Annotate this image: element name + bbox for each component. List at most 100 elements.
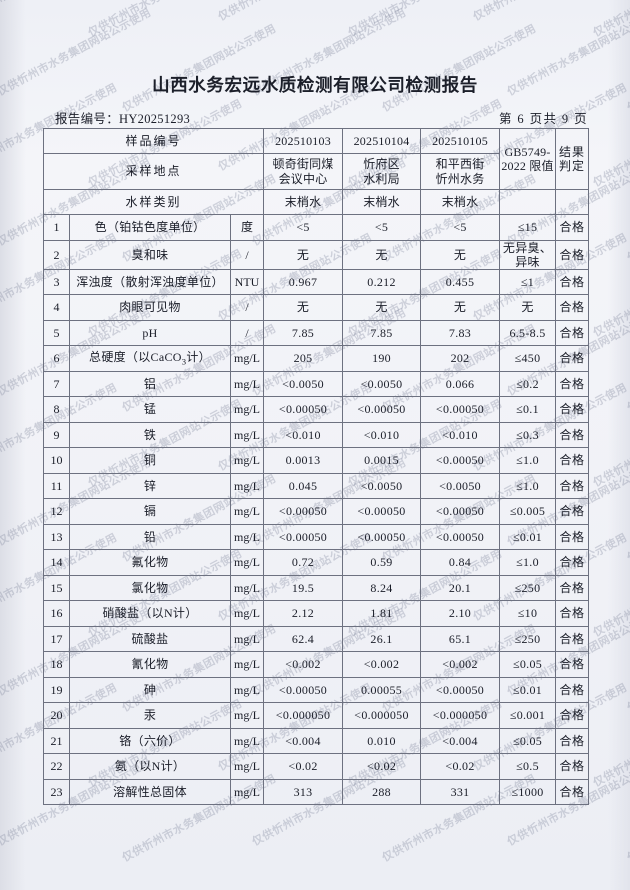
row-value-1: 2.12 [263,600,344,627]
row-unit: mg/L [229,702,265,729]
row-value-3: 无 [420,294,501,321]
row-value-1: <0.000050 [263,702,344,729]
row-limit: ≤0.01 [499,523,557,551]
row-index: 8 [43,396,70,423]
row-index: 18 [43,651,70,678]
row-value-3: 7.83 [420,319,501,347]
header-judge-line1: 结果 [559,144,586,159]
table-row: 16 硝酸盐（以N计） mg/L 2.12 1.81 2.10 ≤10 合格 [43,600,590,627]
row-unit: mg/L [229,370,265,398]
row-index: 15 [43,574,70,602]
row-unit: / [229,239,265,270]
row-value-3: <0.004 [420,727,501,755]
row-value-2: <0.02 [342,753,422,780]
watermark-text: 仅供忻州市水务集团网站公示使用 [120,22,279,115]
row-value-3: 无 [420,239,501,270]
row-index: 23 [43,778,70,806]
row-item-name: 溶解性总固体 [69,778,231,806]
site-1-line2: 会议中心 [278,171,328,186]
row-index: 11 [43,472,70,500]
row-value-2: 0.010 [342,727,422,755]
row-value-1: <0.00050 [263,396,344,423]
row-limit: ≤1000 [499,778,557,806]
row-unit: mg/L [229,753,265,780]
row-value-2: 无 [342,239,422,270]
row-unit: mg/L [229,574,265,602]
row-unit: mg/L [229,498,265,525]
row-limit: ≤0.05 [499,651,557,678]
row-value-3: <0.02 [420,753,501,780]
row-unit: / [229,319,265,347]
watermark-text: 仅供忻州市水务集团网站公示使用 [591,697,630,790]
row-item-name: 色（铂钴色度单位） [69,214,231,241]
row-value-1: 62.4 [263,625,344,653]
row-judgement: 合格 [555,549,590,576]
row-judgement: 合格 [555,676,590,704]
row-unit: / [229,294,265,321]
row-value-1: 0.045 [263,472,344,500]
row-judgement: 合格 [555,319,590,347]
watermark-text: 仅供忻州市水务集团网站公示使用 [591,247,630,340]
row-limit: ≤1.0 [499,549,557,576]
header-row-sample-no: 样品编号 202510103 202510104 202510105 GB574… [42,128,590,190]
row-value-2: 无 [342,294,422,321]
row-judgement: 合格 [555,727,590,755]
row-limit: ≤1 [499,268,557,296]
row-item-name: 砷 [69,676,231,704]
row-value-2: <0.000050 [342,702,422,729]
row-limit: ≤0.5 [499,753,557,780]
row-judgement: 合格 [555,268,590,296]
page-title: 山西水务宏远水质检测有限公司检测报告 [152,75,478,95]
header-limit-line1: GB5749- [504,144,551,159]
row-limit: 无 [499,294,557,321]
row-value-3: <0.00050 [420,523,501,551]
results-table-wrapper: 样品编号 202510103 202510104 202510105 GB574… [42,128,590,806]
table-row: 15 氯化物 mg/L 19.5 8.24 20.1 ≤250 合格 [43,574,590,602]
table-row: 9 铁 mg/L <0.010 <0.010 <0.010 ≤0.3 合格 [43,421,590,449]
row-judgement: 合格 [555,214,590,241]
row-unit: mg/L [229,651,265,678]
row-index: 10 [43,447,70,474]
table-row: 12 镉 mg/L <0.00050 <0.00050 <0.00050 ≤0.005 合格 [43,498,590,525]
row-item-name: pH [69,319,231,347]
header-sampling-site-label: 采样地点 [42,153,265,190]
row-value-3: <0.00050 [420,447,501,474]
row-limit: ≤0.3 [499,421,557,449]
water-quality-results-table: 样品编号 202510103 202510104 202510105 GB574… [42,128,590,806]
site-3-line1: 和平西街 [435,157,485,172]
row-unit: mg/L [229,345,265,372]
row-unit: mg/L [229,625,265,653]
row-item-name: 硫酸盐 [69,625,231,653]
row-value-1: <0.00050 [263,676,344,704]
row-value-2: <0.010 [342,421,422,449]
row-value-1: <0.010 [263,421,344,449]
header-sample-no-1: 202510103 [263,128,344,154]
site-3-line2: 忻州水务 [435,171,485,186]
row-index: 3 [43,268,70,296]
header-judge-label: 结果 判定 [555,128,590,190]
row-index: 13 [43,523,70,551]
row-value-3: 20.1 [420,574,501,602]
watermark-text: 仅供忻州市水务集团网站公示使用 [625,172,630,265]
row-value-2: <0.002 [342,651,422,678]
row-item-name: 硝酸盐（以N计） [69,600,231,627]
row-item-name: 铜 [69,447,231,474]
table-header: 样品编号 202510103 202510104 202510105 GB574… [42,128,590,215]
watermark-text: 仅供忻州市水务集团网站公示使用 [590,0,630,40]
row-judgement: 合格 [555,778,590,806]
header-water-type-label: 水样类别 [42,189,265,215]
site-1-line1: 顿奇街同煤 [272,157,334,172]
row-value-2: <0.00050 [342,396,422,423]
row-value-3: 202 [420,345,501,372]
row-limit: ≤0.1 [499,396,557,423]
row-value-3: <0.00050 [420,676,501,704]
row-value-2: 8.24 [342,574,422,602]
row-value-1: <0.004 [263,727,344,755]
row-limit: ≤0.01 [499,676,557,704]
header-sampling-site-1: 顿奇街同煤 会议中心 [263,153,344,190]
table-row: 14 氟化物 mg/L 0.72 0.59 0.84 ≤1.0 合格 [43,549,590,576]
table-row: 22 氨（以N计） mg/L <0.02 <0.02 <0.02 ≤0.5 合格 [43,753,590,780]
report-number: 报告编号：HY20251293 [55,112,191,126]
row-item-name: 铁 [69,421,231,449]
